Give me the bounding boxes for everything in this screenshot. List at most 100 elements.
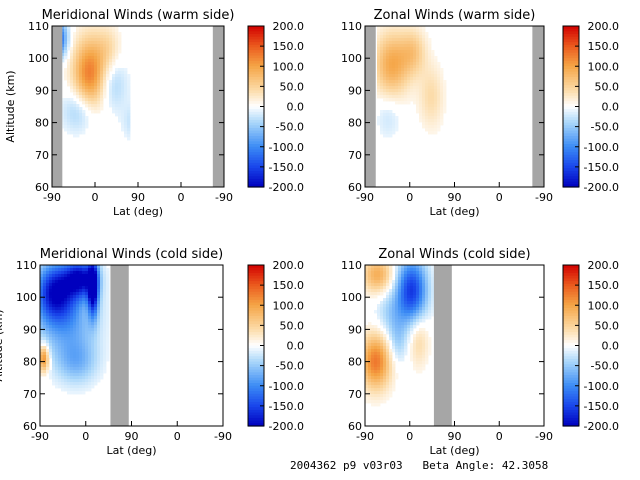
colorbar-swatch bbox=[563, 87, 579, 91]
colorbar: 200.0 150.0 100.0 50.0 0.0 -50.0 -100.0 -150.0 -… bbox=[247, 259, 304, 433]
colorbar-swatch bbox=[248, 294, 264, 298]
x-tick-label: 0 bbox=[92, 191, 99, 204]
colorbar-swatch bbox=[563, 79, 579, 83]
colorbar-swatch bbox=[248, 396, 264, 400]
colorbar-swatch bbox=[563, 103, 579, 108]
colorbar-swatch bbox=[248, 26, 264, 30]
colorbar-swatch bbox=[248, 275, 264, 280]
chart-title: Meridional Winds (warm side) bbox=[42, 8, 235, 23]
colorbar-swatch bbox=[248, 34, 264, 38]
x-tick-label: -90 bbox=[43, 191, 61, 204]
colorbar-swatch bbox=[563, 133, 579, 137]
colorbar-tick-label: -50.0 bbox=[276, 360, 304, 373]
colorbar-swatch bbox=[563, 407, 579, 411]
colorbar-swatch bbox=[248, 68, 264, 73]
x-axis-label: Lat (deg) bbox=[430, 205, 480, 218]
colorbar-swatch bbox=[563, 82, 579, 86]
y-tick-label: 90 bbox=[348, 84, 362, 97]
colorbar-swatch bbox=[248, 55, 264, 59]
x-tick-label: -90 bbox=[535, 191, 553, 204]
colorbar-swatch bbox=[248, 391, 264, 395]
colorbar-swatch bbox=[563, 281, 579, 285]
y-tick-label: 100 bbox=[341, 291, 362, 304]
colorbar-swatch bbox=[248, 82, 264, 86]
colorbar-swatch bbox=[248, 337, 264, 341]
colorbar-swatch bbox=[248, 369, 264, 373]
colorbar-tick-label: 50.0 bbox=[595, 80, 620, 93]
colorbar-swatch bbox=[248, 409, 264, 414]
x-tick-label: 0 bbox=[82, 430, 89, 443]
colorbar-swatch bbox=[248, 375, 264, 379]
y-tick-label: 100 bbox=[28, 52, 49, 65]
colorbar-swatch bbox=[563, 111, 579, 116]
colorbar-swatch bbox=[248, 173, 264, 177]
colorbar-swatch bbox=[248, 393, 264, 398]
colorbar-swatch bbox=[563, 119, 579, 124]
colorbar-swatch bbox=[563, 144, 579, 148]
colorbar-swatch bbox=[563, 391, 579, 395]
colorbar-swatch bbox=[248, 366, 264, 371]
colorbar-swatch bbox=[248, 111, 264, 116]
colorbar-swatch bbox=[563, 353, 579, 357]
colorbar-swatch bbox=[248, 109, 264, 113]
colorbar-swatch bbox=[248, 176, 264, 180]
no-data-band bbox=[433, 265, 452, 426]
colorbar-swatch bbox=[248, 152, 264, 156]
colorbar-swatch bbox=[563, 302, 579, 306]
colorbar-swatch bbox=[248, 90, 264, 94]
colorbar-tick-label: -200.0 bbox=[269, 420, 304, 433]
colorbar-swatch bbox=[248, 324, 264, 328]
colorbar-swatch bbox=[248, 52, 264, 57]
colorbar-swatch bbox=[248, 181, 264, 185]
colorbar-swatch bbox=[248, 144, 264, 148]
colorbar-swatch bbox=[248, 85, 264, 89]
colorbar-swatch bbox=[248, 353, 264, 357]
colorbar-tick-label: -100.0 bbox=[269, 380, 304, 393]
colorbar-swatch bbox=[248, 141, 264, 145]
chart-title: Meridional Winds (cold side) bbox=[40, 247, 223, 262]
colorbar-swatch bbox=[248, 302, 264, 306]
colorbar-swatch bbox=[248, 283, 264, 288]
colorbar-swatch bbox=[248, 383, 264, 387]
colorbar-swatch bbox=[563, 50, 579, 54]
colorbar-tick-label: 0.0 bbox=[287, 101, 305, 114]
colorbar-swatch bbox=[248, 297, 264, 301]
colorbar-swatch bbox=[248, 329, 264, 333]
colorbar-swatch bbox=[248, 415, 264, 419]
colorbar-swatch bbox=[563, 39, 579, 43]
y-tick-label: 70 bbox=[348, 388, 362, 401]
colorbar-swatch bbox=[248, 133, 264, 137]
colorbar-swatch bbox=[248, 342, 264, 347]
colorbar-swatch bbox=[563, 340, 579, 344]
colorbar-swatch bbox=[563, 117, 579, 121]
colorbar-tick-label: 100.0 bbox=[273, 60, 305, 73]
panel-meridional-cold: 60 70 80 90 100 110 -90 0 90 0 -90 Meridional Winds… bbox=[0, 247, 304, 457]
colorbar-tick-label: -200.0 bbox=[269, 181, 304, 194]
colorbar-swatch bbox=[563, 165, 579, 169]
colorbar-swatch bbox=[248, 114, 264, 118]
y-tick-label: 90 bbox=[348, 323, 362, 336]
x-tick-label: -90 bbox=[31, 430, 49, 443]
y-tick-label: 110 bbox=[16, 259, 37, 272]
x-tick-label: -90 bbox=[356, 430, 374, 443]
y-axis-label: Altitude (km) bbox=[0, 309, 5, 381]
y-tick-label: 80 bbox=[348, 356, 362, 369]
colorbar-tick-label: -50.0 bbox=[591, 360, 619, 373]
colorbar-tick-label: 50.0 bbox=[280, 80, 305, 93]
colorbar-swatch bbox=[563, 181, 579, 185]
colorbar-swatch bbox=[248, 162, 264, 167]
colorbar-swatch bbox=[248, 31, 264, 35]
colorbar-swatch bbox=[563, 350, 579, 355]
colorbar-swatch bbox=[563, 60, 579, 65]
colorbar-swatch bbox=[563, 26, 579, 30]
colorbar-swatch bbox=[248, 103, 264, 108]
chart-title: Zonal Winds (warm side) bbox=[374, 8, 536, 23]
x-tick-label: -90 bbox=[535, 430, 553, 443]
colorbar-swatch bbox=[563, 423, 579, 427]
x-tick-label: 0 bbox=[174, 430, 181, 443]
colorbar-swatch bbox=[248, 281, 264, 285]
y-tick-label: 70 bbox=[35, 149, 49, 162]
colorbar: 200.0 150.0 100.0 50.0 0.0 -50.0 -100.0 -150.0 -… bbox=[562, 259, 619, 433]
colorbar-swatch bbox=[563, 47, 579, 51]
footer-caption: 2004362 p9 v03r03 Beta Angle: 42.3058 bbox=[290, 459, 549, 472]
